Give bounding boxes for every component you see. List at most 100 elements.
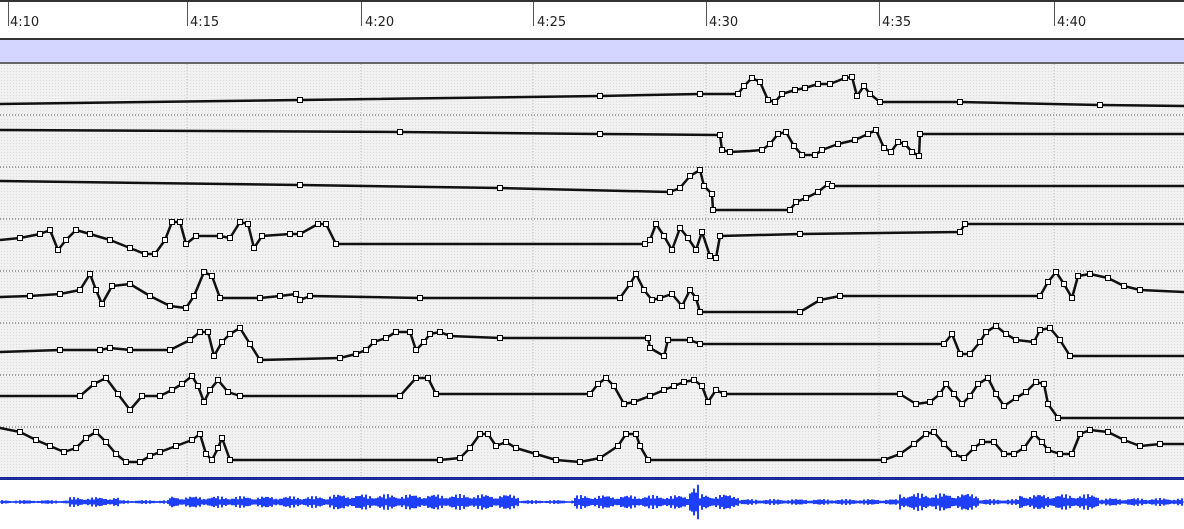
curve-control-point[interactable] xyxy=(83,435,89,441)
curve-control-point[interactable] xyxy=(983,329,989,335)
curve-control-point[interactable] xyxy=(687,287,693,293)
curve-control-point[interactable] xyxy=(967,393,973,399)
curve-control-point[interactable] xyxy=(829,183,835,189)
curve-control-point[interactable] xyxy=(437,329,443,335)
curve-control-point[interactable] xyxy=(77,393,83,399)
curve-control-point[interactable] xyxy=(497,335,503,341)
curve-control-point[interactable] xyxy=(849,74,855,80)
curve-control-point[interactable] xyxy=(1039,439,1045,445)
curve-control-point[interactable] xyxy=(665,337,671,343)
curve-control-point[interactable] xyxy=(127,407,133,413)
curve-control-point[interactable] xyxy=(191,293,197,299)
curve-control-point[interactable] xyxy=(323,221,329,227)
curve-control-point[interactable] xyxy=(815,189,821,195)
curve-control-point[interactable] xyxy=(1045,401,1051,407)
curve-control-point[interactable] xyxy=(227,235,233,241)
curve-control-point[interactable] xyxy=(1031,339,1037,345)
curve-control-point[interactable] xyxy=(1121,283,1127,289)
curve-control-point[interactable] xyxy=(91,381,97,387)
curve-control-point[interactable] xyxy=(621,401,627,407)
curve-control-point[interactable] xyxy=(215,445,221,451)
curve-control-point[interactable] xyxy=(815,81,821,87)
curve-control-point[interactable] xyxy=(162,237,168,243)
curve-control-point[interactable] xyxy=(183,305,189,311)
curve-control-point[interactable] xyxy=(957,229,963,235)
curve-control-point[interactable] xyxy=(287,231,293,237)
curve-line[interactable] xyxy=(0,75,1184,108)
curve-control-point[interactable] xyxy=(631,399,637,405)
curve-control-point[interactable] xyxy=(1045,279,1051,285)
curve-control-point[interactable] xyxy=(1077,431,1083,437)
curve-control-point[interactable] xyxy=(657,295,663,301)
curve-control-point[interactable] xyxy=(713,387,719,393)
time-ruler[interactable]: 4:10 4:15 4:20 4:25 4:30 4:35 4:40 xyxy=(0,0,1184,40)
curve-control-point[interactable] xyxy=(611,383,617,389)
curve-control-point[interactable] xyxy=(661,353,667,359)
curve-control-point[interactable] xyxy=(73,227,79,233)
curve-control-point[interactable] xyxy=(741,83,747,89)
automation-curve[interactable] xyxy=(0,426,1184,465)
curve-control-point[interactable] xyxy=(245,221,251,227)
curve-line[interactable] xyxy=(0,168,1184,212)
curve-control-point[interactable] xyxy=(681,379,687,385)
curve-control-point[interactable] xyxy=(710,207,716,213)
curve-control-point[interactable] xyxy=(951,391,957,397)
curve-control-point[interactable] xyxy=(219,339,225,345)
curve-control-point[interactable] xyxy=(645,457,651,463)
curve-control-point[interactable] xyxy=(47,443,53,449)
curve-control-point[interactable] xyxy=(873,127,879,133)
curve-control-point[interactable] xyxy=(641,287,647,293)
curve-control-point[interactable] xyxy=(709,191,715,197)
curve-control-point[interactable] xyxy=(497,185,503,191)
curve-control-point[interactable] xyxy=(677,185,683,191)
curve-control-point[interactable] xyxy=(975,381,981,387)
curve-control-point[interactable] xyxy=(661,233,667,239)
curve-control-point[interactable] xyxy=(503,439,509,445)
curve-control-point[interactable] xyxy=(701,183,707,189)
curve-control-point[interactable] xyxy=(1003,331,1009,337)
curve-line[interactable] xyxy=(0,128,1184,158)
curve-control-point[interactable] xyxy=(1057,451,1063,457)
curve-control-point[interactable] xyxy=(916,153,922,159)
curve-control-point[interactable] xyxy=(237,393,243,399)
curve-control-point[interactable] xyxy=(902,141,908,147)
curve-tracks-area[interactable] xyxy=(0,64,1184,480)
curve-control-point[interactable] xyxy=(697,167,703,173)
curve-control-point[interactable] xyxy=(247,341,253,347)
curve-control-point[interactable] xyxy=(1037,293,1043,299)
curve-control-point[interactable] xyxy=(1041,381,1047,387)
curve-control-point[interactable] xyxy=(649,297,655,303)
curve-control-point[interactable] xyxy=(985,375,991,381)
curve-control-point[interactable] xyxy=(817,297,823,303)
curve-control-point[interactable] xyxy=(1121,437,1127,443)
curve-control-point[interactable] xyxy=(867,91,873,97)
curve-line[interactable] xyxy=(0,270,1184,314)
curve-control-point[interactable] xyxy=(697,91,703,97)
curve-control-point[interactable] xyxy=(421,339,427,345)
curve-control-point[interactable] xyxy=(787,207,793,213)
curve-control-point[interactable] xyxy=(27,293,33,299)
curve-control-point[interactable] xyxy=(227,331,233,337)
curve-control-point[interactable] xyxy=(417,295,423,301)
curve-control-point[interactable] xyxy=(1037,327,1043,333)
curve-control-point[interactable] xyxy=(1075,273,1081,279)
curve-control-point[interactable] xyxy=(812,152,818,158)
curve-control-point[interactable] xyxy=(1057,337,1063,343)
curve-control-point[interactable] xyxy=(297,231,303,237)
curve-control-point[interactable] xyxy=(397,393,403,399)
curve-control-point[interactable] xyxy=(167,347,173,353)
curve-control-point[interactable] xyxy=(917,131,923,137)
curve-control-point[interactable] xyxy=(1069,451,1075,457)
curve-control-point[interactable] xyxy=(179,381,185,387)
selection-bar[interactable] xyxy=(0,40,1184,64)
curve-line[interactable] xyxy=(0,324,1184,362)
automation-curve[interactable] xyxy=(0,373,1184,421)
curve-control-point[interactable] xyxy=(123,459,129,465)
curve-control-point[interactable] xyxy=(759,147,765,153)
curve-control-point[interactable] xyxy=(197,329,203,335)
curve-control-point[interactable] xyxy=(189,437,195,443)
curve-control-point[interactable] xyxy=(937,391,943,397)
curve-control-point[interactable] xyxy=(941,441,947,447)
curve-control-point[interactable] xyxy=(642,241,648,247)
curve-control-point[interactable] xyxy=(425,375,431,381)
